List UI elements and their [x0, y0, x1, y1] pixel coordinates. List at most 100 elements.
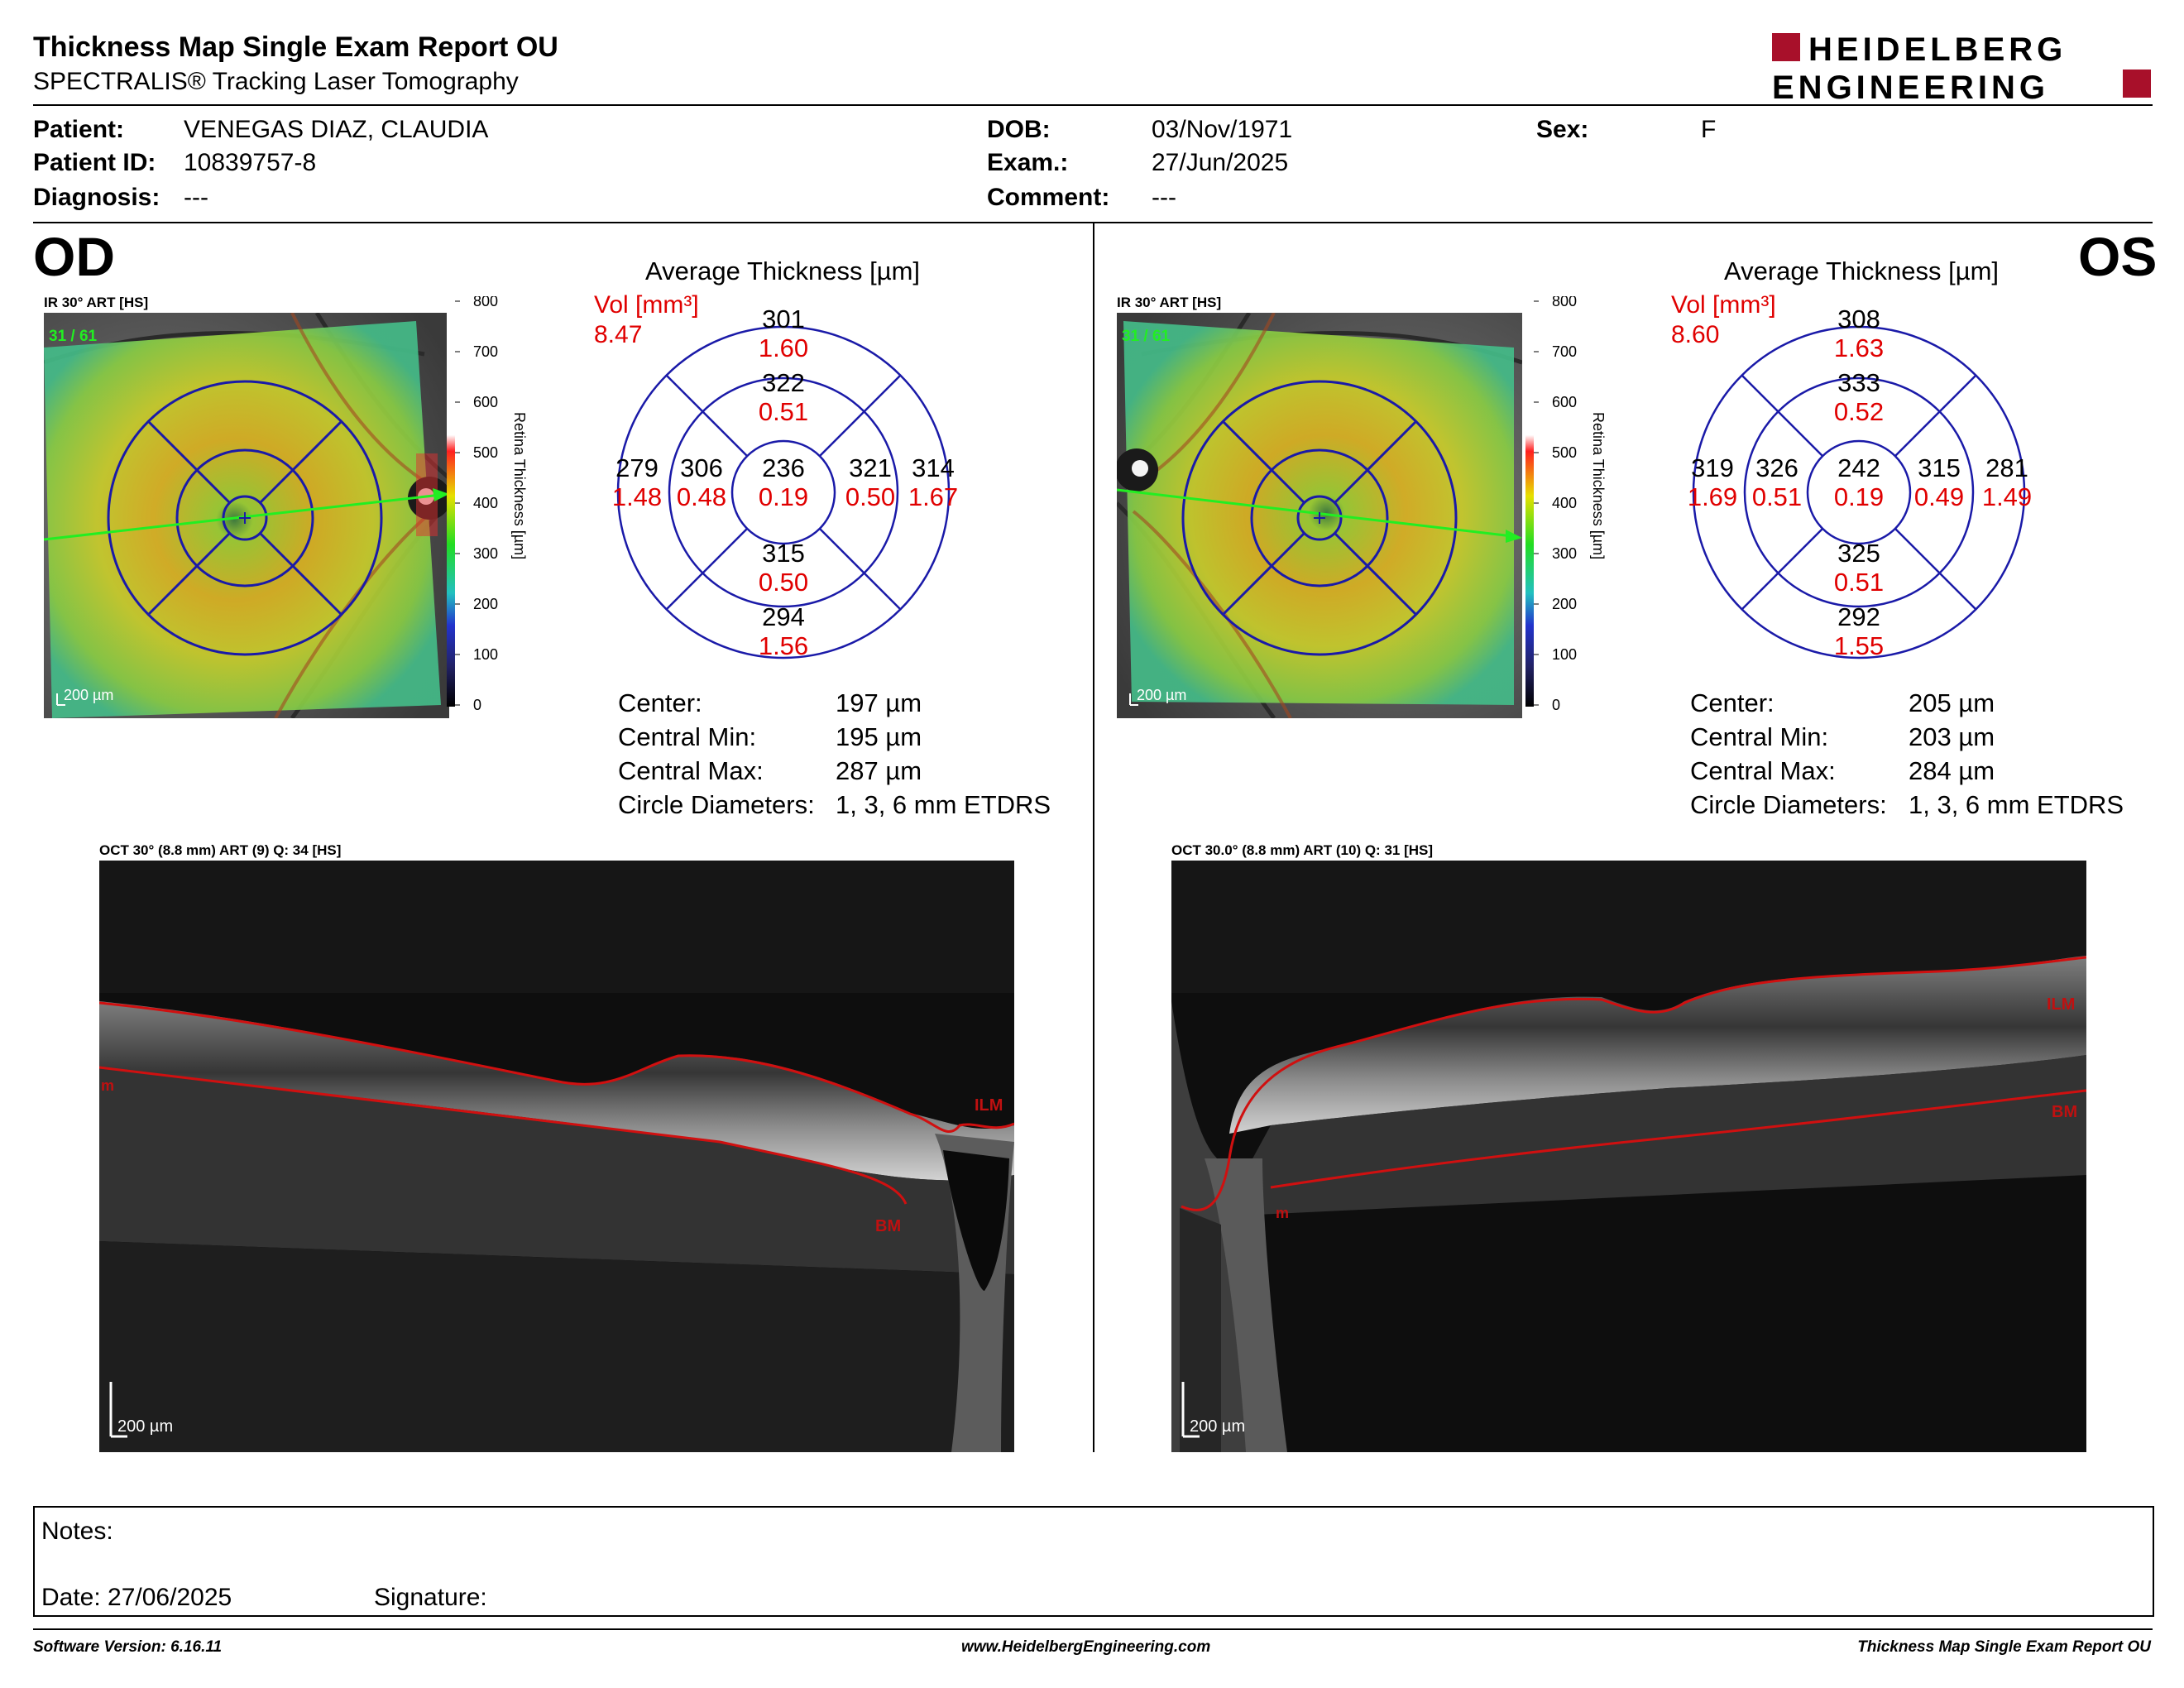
comment-label: Comment: [987, 184, 1110, 211]
sector-center-v: 0.19 [1834, 482, 1884, 511]
sector-inner-sup-v: 0.51 [759, 397, 808, 426]
colorbar-od: 800 700 600 500 400 300 200 100 0 Retina… [447, 296, 528, 713]
signature-label: Signature: [374, 1584, 487, 1611]
sector-outer-left-v: 1.69 [1688, 482, 1737, 511]
eye-divider [1093, 223, 1094, 1452]
stat-value-min-od: 195 µm [836, 722, 922, 751]
stat-label-max-os: Central Max: [1690, 756, 1836, 785]
patient-label: Patient: [33, 116, 125, 143]
sector-outer-right-v: 1.67 [908, 482, 958, 511]
oct-bscan-os: ILM BM m 200 µm [1171, 861, 2086, 1452]
info-divider [33, 222, 2153, 223]
oct-bscan-od: ILM BM m 200 µm [99, 861, 1014, 1452]
svg-text:800: 800 [1552, 296, 1577, 309]
sector-inner-sup-t: 333 [1837, 368, 1880, 397]
sector-outer-right-t: 281 [1985, 453, 2028, 482]
sector-inner-left-t: 306 [680, 453, 723, 482]
sector-inner-inf-v: 0.50 [759, 568, 808, 597]
svg-text:Retina Thickness [µm]: Retina Thickness [µm] [511, 412, 528, 559]
stat-label-min-os: Central Min: [1690, 722, 1829, 751]
sector-outer-sup-v: 1.60 [759, 333, 808, 362]
stat-value-center-os: 205 µm [1909, 688, 1995, 717]
svg-text:100: 100 [473, 646, 498, 663]
stat-label-center-od: Center: [618, 688, 702, 717]
sector-outer-right-t: 314 [912, 453, 955, 482]
stat-label-diam-od: Circle Diameters: [618, 790, 815, 819]
sex-value: F [1701, 116, 1717, 143]
vol-total-os: 8.60 [1671, 321, 1720, 348]
patient-id-label: Patient ID: [33, 149, 156, 176]
dob-label: DOB: [987, 116, 1051, 143]
sex-label: Sex: [1536, 116, 1589, 143]
diagnosis-value: --- [184, 184, 208, 211]
svg-text:200 µm: 200 µm [64, 687, 113, 703]
ir-label-os: IR 30° ART [HS] [1117, 295, 1222, 310]
report-subtitle: SPECTRALIS® Tracking Laser Tomography [33, 68, 519, 95]
eye-label-os: OS [2078, 226, 2158, 287]
svg-text:ILM: ILM [2047, 995, 2075, 1014]
sector-inner-sup-t: 322 [762, 368, 805, 397]
svg-text:100: 100 [1552, 646, 1577, 663]
svg-text:0: 0 [1552, 697, 1560, 713]
sector-center-t: 242 [1837, 453, 1880, 482]
svg-text:Retina Thickness [µm]: Retina Thickness [µm] [1590, 412, 1607, 559]
svg-text:0: 0 [473, 697, 481, 713]
svg-text:31 / 61: 31 / 61 [49, 328, 98, 345]
svg-text:600: 600 [1552, 394, 1577, 410]
svg-text:200 µm: 200 µm [1190, 1417, 1245, 1436]
eye-label-od: OD [33, 226, 115, 287]
patient-name: VENEGAS DIAZ, CLAUDIA [184, 116, 489, 143]
svg-text:BM: BM [875, 1217, 901, 1235]
heidelberg-logo: HEIDELBERG ENGINEERING [1772, 31, 2151, 103]
sector-outer-inf-v: 1.55 [1834, 631, 1884, 660]
etdrs-grid-od: 301 1.60 322 0.51 279 1.48 306 0.48 236 … [612, 306, 958, 660]
software-version: Software Version: 6.16.11 [33, 1638, 223, 1656]
svg-text:300: 300 [473, 545, 498, 562]
notes-label: Notes: [41, 1518, 113, 1545]
sector-inner-right-t: 315 [1918, 453, 1961, 482]
exam-value: 27/Jun/2025 [1152, 149, 1289, 176]
sector-inner-inf-t: 325 [1837, 539, 1880, 568]
sector-outer-left-t: 319 [1691, 453, 1734, 482]
stat-value-center-od: 197 µm [836, 688, 922, 717]
vol-label-od: Vol [mm³] [594, 291, 699, 319]
sector-inner-inf-t: 315 [762, 539, 805, 568]
oct-label-od: OCT 30° (8.8 mm) ART (9) Q: 34 [HS] [99, 842, 342, 858]
sector-outer-inf-v: 1.56 [759, 631, 808, 660]
sector-inner-left-v: 0.51 [1752, 482, 1802, 511]
svg-text:200: 200 [473, 596, 498, 612]
svg-text:ENGINEERING: ENGINEERING [1772, 70, 2049, 103]
vol-total-od: 8.47 [594, 321, 643, 348]
colorbar-os: 800 700 600 500 400 300 200 100 0 Retina… [1525, 296, 1607, 713]
thickness-map-os: 31 / 61 200 µm [1117, 313, 1522, 718]
dob-value: 03/Nov/1971 [1152, 116, 1293, 143]
svg-text:600: 600 [473, 394, 498, 410]
svg-text:500: 500 [473, 444, 498, 461]
avg-thickness-title-os: Average Thickness [µm] [1724, 257, 2000, 285]
svg-text:700: 700 [1552, 343, 1577, 360]
stat-value-diam-os: 1, 3, 6 mm ETDRS [1909, 790, 2124, 819]
stat-label-center-os: Center: [1690, 688, 1774, 717]
sector-outer-right-v: 1.49 [1982, 482, 2032, 511]
comment-value: --- [1152, 184, 1176, 211]
svg-text:BM: BM [2052, 1103, 2077, 1121]
sector-inner-left-t: 326 [1755, 453, 1798, 482]
exam-label: Exam.: [987, 149, 1069, 176]
svg-text:400: 400 [473, 495, 498, 511]
notes-box[interactable]: Notes: Date: 27/06/2025 Signature: [33, 1506, 2154, 1617]
svg-text:200 µm: 200 µm [1137, 687, 1186, 703]
sector-outer-inf-t: 292 [1837, 602, 1880, 631]
svg-text:400: 400 [1552, 495, 1577, 511]
website-link[interactable]: www.HeidelbergEngineering.com [961, 1638, 1211, 1656]
svg-text:m: m [1276, 1205, 1289, 1221]
sector-inner-left-v: 0.48 [677, 482, 726, 511]
sector-outer-inf-t: 294 [762, 602, 805, 631]
sector-outer-left-t: 279 [615, 453, 659, 482]
footer-divider [33, 1628, 2153, 1630]
sector-outer-sup-t: 308 [1837, 306, 1880, 333]
svg-text:HEIDELBERG: HEIDELBERG [1808, 31, 2067, 68]
svg-text:300: 300 [1552, 545, 1577, 562]
svg-text:700: 700 [473, 343, 498, 360]
etdrs-grid-os: 308 1.63 333 0.52 319 1.69 326 0.51 242 … [1688, 306, 2032, 660]
ir-label-od: IR 30° ART [HS] [44, 295, 149, 310]
